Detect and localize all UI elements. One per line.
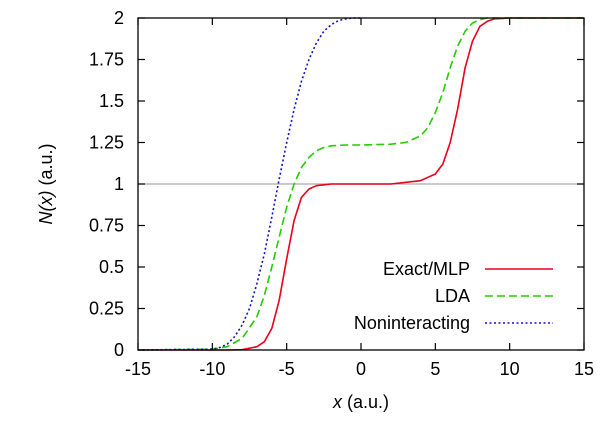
x-tick-label: 10 [500, 359, 520, 379]
x-tick-label: 0 [356, 359, 366, 379]
series-line-exact-mlp [138, 17, 584, 351]
y-axis-unit: (a.u.) [36, 143, 56, 190]
legend-label-lda: LDA [435, 286, 470, 306]
x-tick-label: -10 [199, 359, 225, 379]
y-axis-label: N(x) (a.u.) [36, 143, 56, 224]
y-tick-label: 2 [114, 8, 124, 28]
y-tick-label: 0.75 [89, 216, 124, 236]
x-axis-label: x (a.u.) [332, 392, 389, 412]
y-tick-label: 1 [114, 174, 124, 194]
x-tick-label: 5 [430, 359, 440, 379]
x-tick-label: -15 [125, 359, 151, 379]
y-tick-label: 1.75 [89, 50, 124, 70]
series-line-lda [137, 17, 584, 351]
x-tick-label: -5 [279, 359, 295, 379]
x-axis-variable: x [332, 392, 343, 412]
x-tick-label: 15 [574, 359, 594, 379]
tick-layer: -15 -10 -5 0 5 10 15 0 0.25 0.5 0.75 1 1.25 1.5 1.75 2 [89, 8, 594, 379]
y-tick-label: 1.25 [89, 133, 124, 153]
y-tick-label: 0.25 [89, 299, 124, 319]
x-axis-unit: (a.u.) [342, 392, 389, 412]
series-layer [137, 17, 584, 351]
y-tick-label: 0.5 [99, 257, 124, 277]
legend-label-noninteracting: Noninteracting [354, 313, 470, 333]
series-line-noninteracting [137, 17, 361, 351]
y-tick-label: 0 [114, 340, 124, 360]
y-tick-label: 1.5 [99, 91, 124, 111]
legend-label-exact-mlp: Exact/MLP [383, 259, 470, 279]
legend: Exact/MLP LDA Noninteracting [354, 259, 553, 333]
y-axis-variable: N(x) [36, 191, 56, 225]
